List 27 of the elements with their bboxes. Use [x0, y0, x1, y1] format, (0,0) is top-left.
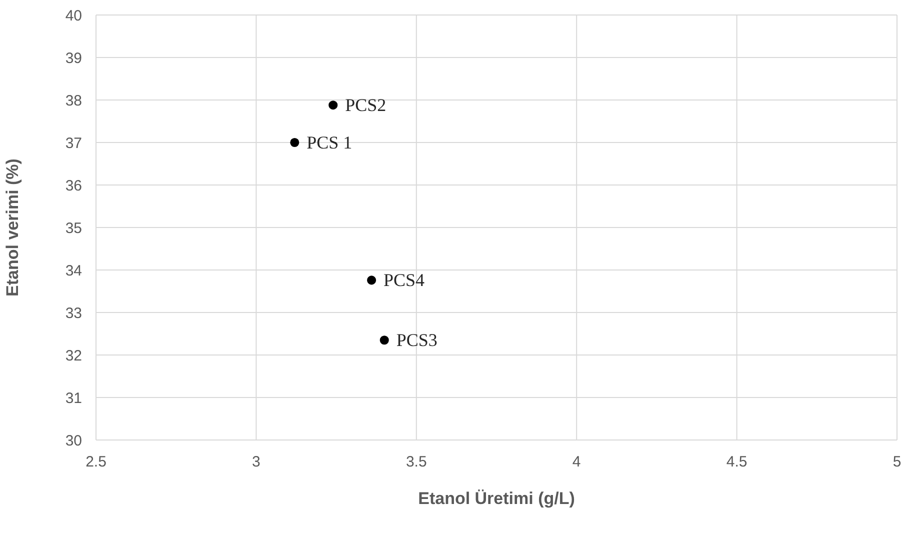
annotation: PCS4 — [384, 270, 425, 290]
annotation: PCS2 — [345, 95, 386, 116]
y-tick-label: 37 — [65, 134, 82, 152]
y-tick-label: 40 — [65, 7, 82, 24]
y-tick-label: 38 — [65, 92, 82, 110]
x-tick-label: 3 — [252, 454, 260, 471]
point — [290, 138, 300, 148]
y-axis-title: Etanol verimi (%) — [3, 158, 22, 296]
x-tick-label: 3.5 — [406, 454, 427, 471]
point — [380, 336, 389, 345]
y-tick-label: 30 — [65, 432, 82, 450]
point — [328, 100, 338, 110]
y-tick-label: 39 — [65, 50, 82, 67]
y-tick-label: 31 — [65, 390, 82, 407]
annotation: PCS 1 — [306, 132, 352, 152]
x-axis-title: Etanol Üretimi (g/L) — [418, 489, 575, 508]
x-tick-label: 4 — [572, 454, 581, 471]
y-tick-label: 32 — [65, 347, 82, 364]
annotation: PCS3 — [396, 330, 438, 350]
y-tick-label: 35 — [65, 220, 82, 237]
point — [367, 276, 376, 285]
y-tick-label: 33 — [65, 304, 82, 322]
y-tick-label: 34 — [65, 262, 82, 280]
y-tick-label: 36 — [65, 177, 82, 194]
x-tick-label: 5 — [892, 454, 902, 471]
x-tick-label: 4.5 — [726, 454, 748, 471]
x-tick-label: 2.5 — [86, 454, 106, 471]
